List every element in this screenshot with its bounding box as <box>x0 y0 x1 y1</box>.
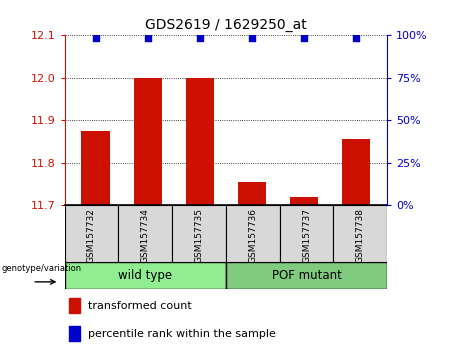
Bar <box>118 205 172 262</box>
Bar <box>69 326 80 341</box>
Bar <box>185 78 214 205</box>
Point <box>248 35 255 41</box>
Bar <box>226 205 280 262</box>
Bar <box>82 131 110 205</box>
Bar <box>65 205 118 262</box>
Text: POF mutant: POF mutant <box>272 269 342 282</box>
Title: GDS2619 / 1629250_at: GDS2619 / 1629250_at <box>145 18 307 32</box>
Bar <box>134 78 162 205</box>
Text: GSM157737: GSM157737 <box>302 208 311 263</box>
Point <box>92 35 100 41</box>
Bar <box>342 139 370 205</box>
Text: genotype/variation: genotype/variation <box>1 264 82 273</box>
Text: GSM157738: GSM157738 <box>356 208 365 263</box>
Text: GSM157732: GSM157732 <box>87 208 96 263</box>
Point <box>352 35 360 41</box>
Bar <box>226 262 387 289</box>
Point <box>196 35 204 41</box>
Point <box>300 35 307 41</box>
Bar <box>69 298 80 313</box>
Text: percentile rank within the sample: percentile rank within the sample <box>89 329 276 339</box>
Bar <box>65 262 226 289</box>
Text: GSM157735: GSM157735 <box>195 208 203 263</box>
Text: GSM157736: GSM157736 <box>248 208 257 263</box>
Bar <box>172 205 226 262</box>
Bar <box>290 197 318 205</box>
Point <box>144 35 152 41</box>
Text: transformed count: transformed count <box>89 301 192 311</box>
Text: wild type: wild type <box>118 269 172 282</box>
Bar <box>237 182 266 205</box>
Bar <box>280 205 333 262</box>
Bar <box>333 205 387 262</box>
Text: GSM157734: GSM157734 <box>141 208 150 263</box>
